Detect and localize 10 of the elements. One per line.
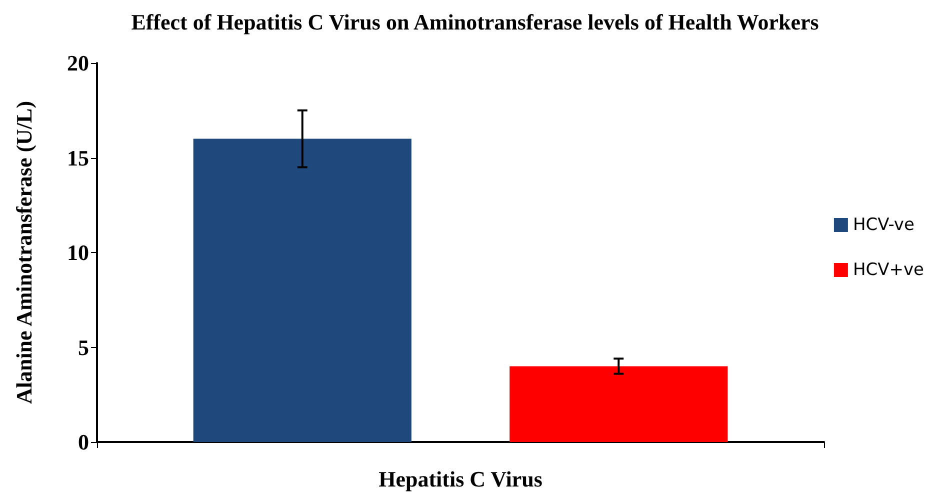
chart-title: Effect of Hepatitis C Virus on Aminotransferase levels of Health Workers <box>131 10 820 34</box>
y-tick-label: 0 <box>78 430 89 454</box>
x-axis-title: Hepatitis C Virus <box>378 466 543 492</box>
y-tick-label: 10 <box>67 240 89 265</box>
legend-label: HCV-ve <box>852 215 914 235</box>
legend-label: HCV+ve <box>852 260 924 280</box>
y-tick-label: 15 <box>67 145 89 170</box>
y-axis-title: Alanine Aminotransferase (U/L) <box>12 100 36 404</box>
y-tick-label: 5 <box>78 334 89 360</box>
y-tick-label: 20 <box>67 50 89 76</box>
